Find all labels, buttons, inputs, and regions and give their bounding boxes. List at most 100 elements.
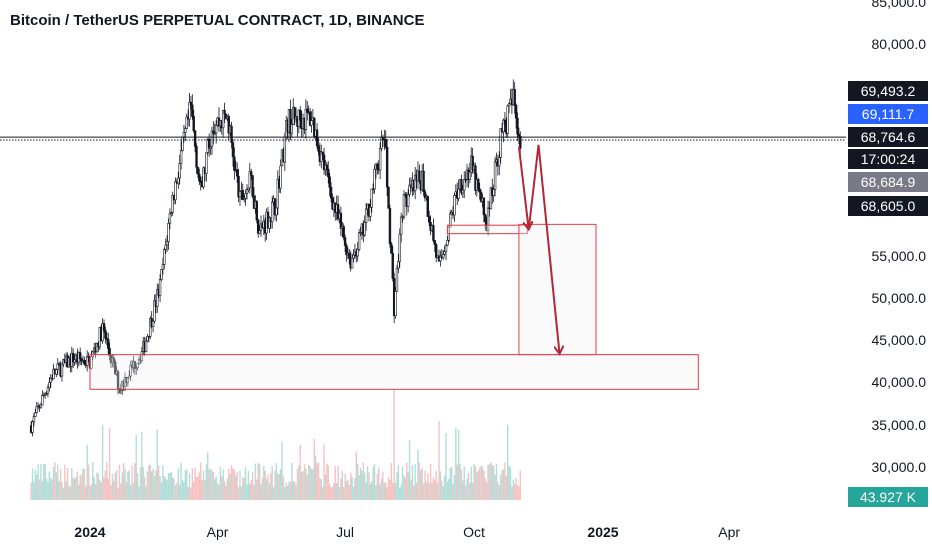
volume-bar: [369, 483, 372, 500]
volume-bar: [106, 462, 108, 500]
volume-bar: [389, 480, 391, 500]
volume-bar: [186, 468, 188, 500]
volume-bar: [136, 473, 139, 500]
candle-body: [364, 208, 368, 223]
volume-bar: [121, 472, 123, 500]
volume-bar: [184, 470, 187, 500]
volume-bar: [171, 477, 174, 500]
volume-bar: [181, 479, 184, 500]
volume-bar: [432, 477, 435, 500]
volume-bar: [249, 483, 251, 500]
volume-bar: [407, 472, 409, 500]
candle-body: [242, 197, 246, 200]
candle-body: [213, 132, 216, 135]
volume-bar: [470, 466, 472, 500]
candle-body: [387, 186, 390, 209]
volume-bar: [483, 470, 485, 500]
zone-rect: [89, 354, 699, 390]
volume-bar: [281, 441, 283, 500]
volume-bar: [354, 478, 356, 500]
volume-bar: [80, 474, 83, 500]
price-badge: 68,684.9: [848, 172, 928, 192]
candle-body: [114, 361, 117, 375]
volume-bar: [214, 479, 216, 500]
volume-bar: [250, 479, 252, 500]
zone-rect: [446, 224, 528, 235]
volume-bar: [466, 478, 468, 500]
volume-bar: [435, 470, 437, 500]
volume-bar: [176, 482, 178, 500]
y-tick-label: 40,000.0: [871, 374, 927, 391]
volume-bar: [257, 462, 259, 500]
volume-bar: [169, 473, 171, 500]
candle-body: [156, 289, 159, 307]
candle-body: [514, 104, 518, 119]
volume-bar: [157, 465, 160, 500]
candle-body: [373, 168, 376, 190]
volume-bar: [268, 483, 271, 500]
forecast-arrow: [517, 146, 529, 230]
volume-bar: [170, 471, 172, 500]
candle-body: [290, 124, 294, 134]
y-tick-label: 85,000.0: [871, 0, 927, 10]
volume-bar: [103, 477, 105, 500]
volume-bar: [320, 479, 322, 500]
volume-bar: [352, 486, 355, 500]
volume-bar: [355, 451, 358, 500]
volume-bar: [124, 468, 126, 500]
volume-bar: [64, 464, 66, 500]
volume-bar: [128, 470, 130, 500]
candle-body: [299, 109, 302, 121]
volume-bar: [193, 481, 195, 500]
volume-bar: [513, 483, 516, 500]
volume-bar: [431, 482, 433, 500]
volume-bar: [115, 470, 118, 500]
volume-bar: [183, 481, 185, 500]
candle-body: [238, 191, 242, 198]
candle-body: [408, 184, 411, 195]
candle-body: [289, 109, 292, 134]
volume-bar: [117, 487, 119, 500]
volume-bar: [505, 475, 507, 500]
candle-body: [128, 375, 131, 379]
candle-body: [460, 179, 463, 194]
candle-body: [95, 343, 99, 353]
candle-body: [479, 191, 483, 202]
candle-body: [474, 165, 477, 191]
candle-body: [378, 148, 382, 171]
candle-body: [167, 222, 170, 242]
volume-bar: [267, 474, 269, 500]
candle-body: [507, 103, 511, 107]
volume-bar: [113, 480, 115, 500]
volume-bar: [333, 482, 335, 500]
candle-body: [181, 136, 184, 151]
volume-bar: [285, 482, 287, 500]
candle-body: [112, 357, 116, 363]
candle-body: [57, 363, 61, 366]
volume-bar: [491, 465, 493, 500]
candle-body: [56, 363, 59, 370]
candle-body: [83, 360, 86, 365]
volume-bar: [166, 480, 168, 500]
volume-bar: [317, 462, 320, 500]
candle-body: [468, 171, 472, 180]
volume-bar: [519, 470, 522, 500]
volume-bar: [229, 473, 231, 500]
volume-bar: [204, 480, 206, 500]
candle-body: [188, 101, 191, 120]
volume-bar: [481, 465, 484, 500]
candle-body: [273, 198, 277, 216]
candle-body: [423, 191, 427, 199]
volume-bar: [107, 478, 109, 500]
volume-bar: [226, 478, 229, 500]
volume-bar: [380, 478, 383, 500]
volume-bar: [348, 485, 351, 500]
candle-body: [413, 174, 417, 192]
volume-bar: [37, 464, 39, 500]
candle-body: [212, 130, 215, 135]
volume-bar: [373, 464, 376, 500]
volume-bar: [141, 431, 143, 500]
volume-bar: [459, 463, 461, 500]
candle-body: [171, 194, 174, 213]
